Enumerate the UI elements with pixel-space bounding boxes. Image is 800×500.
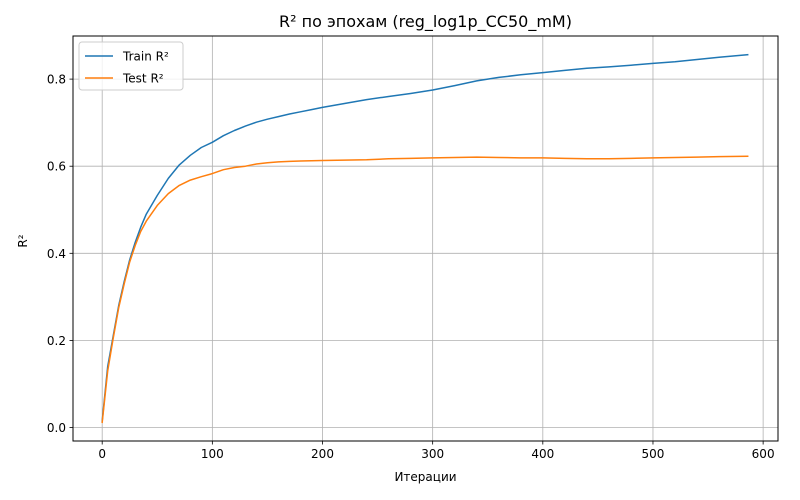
x-tick-label: 400: [531, 447, 554, 461]
x-tick-label: 600: [752, 447, 775, 461]
y-axis-label: R²: [16, 234, 30, 247]
series-layer: [101, 53, 749, 424]
plot-frame: [72, 35, 779, 442]
y-tick-label: 0.2: [47, 334, 66, 348]
legend: Train R² Test R²: [78, 41, 184, 91]
y-tick-label: 0.8: [47, 73, 66, 87]
x-tick-label: 500: [642, 447, 665, 461]
x-tick-label: 200: [311, 447, 334, 461]
legend-label-train: Train R²: [122, 50, 169, 64]
ticks: 0 100 200 300 400 500 600 0.0 0.2 0.4 0.6 0.8: [47, 73, 775, 461]
x-tick-label: 0: [98, 447, 106, 461]
x-tick-label: 300: [421, 447, 444, 461]
x-tick-label: 100: [201, 447, 224, 461]
chart-title: R² по эпохам (reg_log1p_CC50_mM): [279, 12, 572, 32]
series-line-test: [101, 155, 749, 424]
y-tick-label: 0.6: [47, 160, 66, 174]
y-tick-label: 0.0: [47, 421, 66, 435]
y-tick-label: 0.4: [47, 247, 66, 261]
legend-label-test: Test R²: [122, 72, 164, 86]
series-line-train: [101, 53, 749, 422]
x-axis-label: Итерации: [394, 470, 456, 484]
grid: [73, 36, 778, 441]
